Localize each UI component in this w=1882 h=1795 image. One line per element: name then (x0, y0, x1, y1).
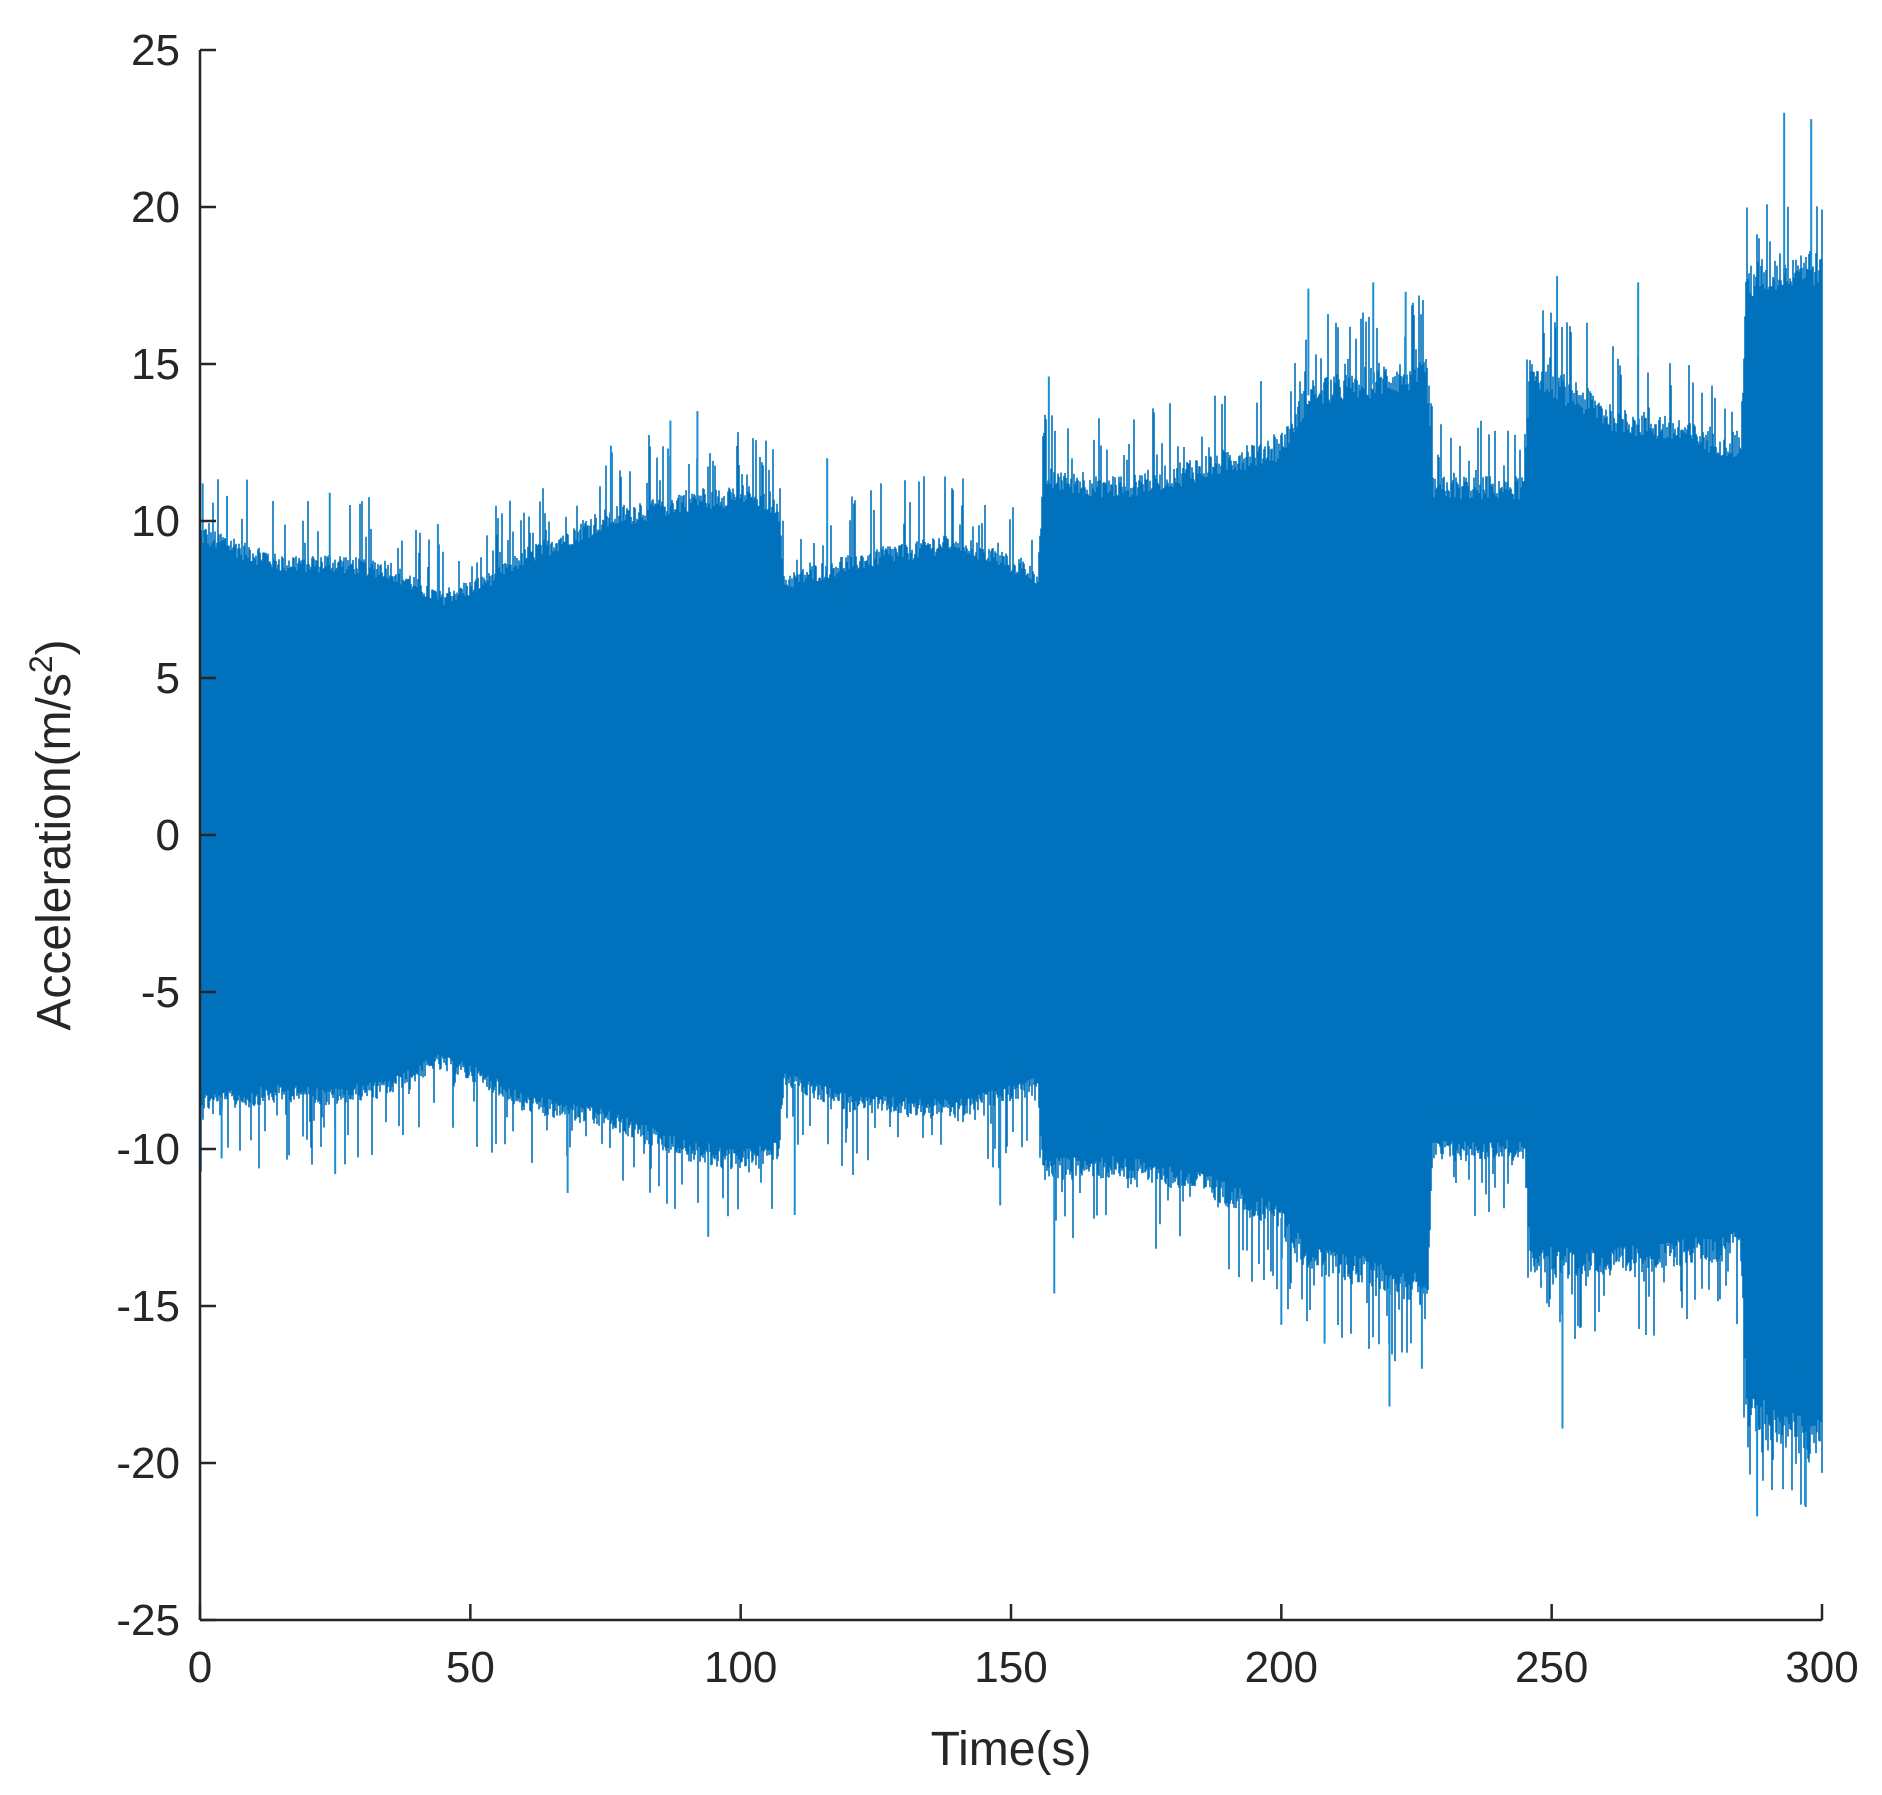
y-tick-label: 20 (131, 183, 180, 232)
x-tick-label: 150 (974, 1643, 1047, 1692)
y-axis-title: Acceleration(m/s2) (23, 639, 81, 1030)
x-tick-label: 100 (704, 1643, 777, 1692)
plot-data-layer (199, 112, 1823, 1517)
signal-core (200, 326, 1822, 1372)
x-tick-label: 200 (1245, 1643, 1318, 1692)
x-tick-label: 300 (1785, 1643, 1858, 1692)
y-tick-label: 25 (131, 26, 180, 75)
x-axis-title: Time(s) (931, 1723, 1092, 1776)
y-axis-title-close: ) (28, 639, 81, 655)
x-tick-label: 250 (1515, 1643, 1588, 1692)
y-tick-label: -15 (116, 1282, 180, 1331)
y-tick-label: 0 (156, 811, 180, 860)
y-tick-label: 10 (131, 497, 180, 546)
y-axis-title-main: Acceleration(m/s (28, 673, 81, 1030)
axes-layer (198, 48, 1824, 1622)
y-tick-label: -10 (116, 1125, 180, 1174)
x-tick-label: 50 (446, 1643, 495, 1692)
labels-layer: 0 50 100 150 200 250 300 -25 -20 -15 -10 -5 0 5 10 15 20… (116, 26, 1858, 1692)
y-axis-title-superscript: 2 (23, 655, 59, 673)
y-tick-label: -5 (141, 968, 180, 1017)
y-tick-label: 15 (131, 340, 180, 389)
y-tick-label: -20 (116, 1439, 180, 1488)
x-tick-label: 0 (188, 1643, 212, 1692)
y-tick-label: 5 (156, 654, 180, 703)
y-tick-label: -25 (116, 1596, 180, 1645)
